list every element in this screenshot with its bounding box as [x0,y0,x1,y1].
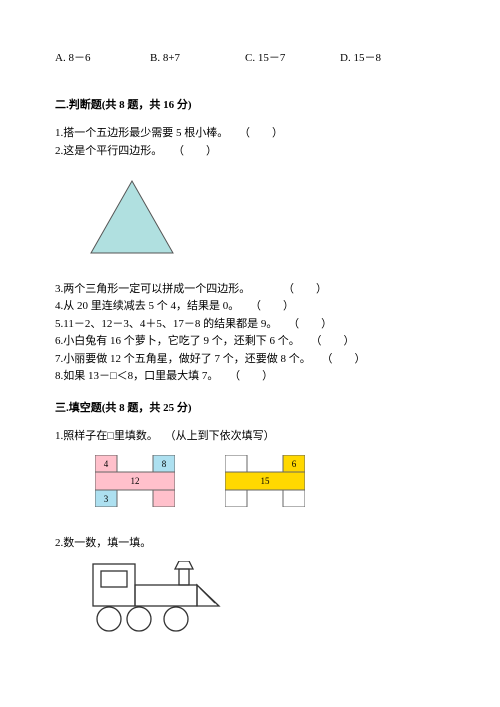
answer-paren: （ ） [311,333,355,350]
svg-text:8: 8 [162,459,167,469]
question-2-7: 7.小丽要做 12 个五角星，做好了 7 个，还要做 8 个。 （ ） [55,351,445,368]
question-text: 6.小白兔有 16 个萝卜，它吃了 9 个，还剩下 6 个。 [55,335,300,347]
svg-text:15: 15 [261,476,271,486]
svg-text:4: 4 [104,459,109,469]
question-text: 1.搭一个五边形最少需要 5 根小棒。 [55,127,228,139]
question-2-1: 1.搭一个五边形最少需要 5 根小棒。 （ ） [55,125,445,142]
question-2-5: 5.11－2、12－3、4＋5、17－8 的结果都是 9。 （ ） [55,316,445,333]
option-b: B. 8+7 [150,50,245,67]
section-3-title: 三.填空题(共 8 题，共 25 分) [55,400,445,417]
answer-paren: （ ） [229,368,273,385]
question-3-2: 2.数一数，填一填。 [55,535,445,552]
train-figure [87,561,445,639]
question-3-1: 1.照样子在□里填数。 （从上到下依次填写） [55,428,445,445]
multiple-choice-options: A. 8－6 B. 8+7 C. 15－7 D. 15－8 [55,50,445,67]
answer-paren: （ ） [288,316,332,333]
question-2-3: 3.两个三角形一定可以拼成一个四边形。 （ ） [55,281,445,298]
question-text: 2.这是个平行四边形。 [55,145,162,157]
triangle-figure [85,177,445,263]
answer-paren: （ ） [283,281,327,298]
question-2-6: 6.小白兔有 16 个萝卜，它吃了 9 个，还剩下 6 个。 （ ） [55,333,445,350]
answer-paren: （ ） [250,298,294,315]
svg-text:6: 6 [292,459,297,469]
option-a: A. 8－6 [55,50,150,67]
question-text: 4.从 20 里连续减去 5 个 4，结果是 0。 [55,300,239,312]
question-text: 5.11－2、12－3、4＋5、17－8 的结果都是 9。 [55,318,277,330]
question-text: 7.小丽要做 12 个五角星，做好了 7 个，还要做 8 个。 [55,353,311,365]
h-figures-row: 4 8 12 3 6 15 [95,455,445,507]
option-c: C. 15－7 [245,50,340,67]
answer-paren: （ ） [322,351,366,368]
question-text: 8.如果 13－□＜8，口里最大填 7。 [55,370,218,382]
answer-paren: （ ） [173,143,217,160]
question-2-4: 4.从 20 里连续减去 5 个 4，结果是 0。 （ ） [55,298,445,315]
answer-paren: （ ） [239,125,283,142]
question-desc: （从上到下依次填写） [165,430,275,442]
question-text: 3.两个三角形一定可以拼成一个四边形。 [55,283,250,295]
svg-text:12: 12 [131,476,140,486]
section-2-title: 二.判断题(共 8 题，共 16 分) [55,97,445,114]
h-figure-right: 6 15 [225,455,305,507]
question-2-8: 8.如果 13－□＜8，口里最大填 7。 （ ） [55,368,445,385]
h-figure-left: 4 8 12 3 [95,455,175,507]
question-text: 2.数一数，填一填。 [55,537,151,549]
option-d: D. 15－8 [340,50,435,67]
svg-text:3: 3 [104,494,109,504]
question-text: 1.照样子在□里填数。 [55,430,158,442]
question-2-2: 2.这是个平行四边形。 （ ） [55,143,445,160]
